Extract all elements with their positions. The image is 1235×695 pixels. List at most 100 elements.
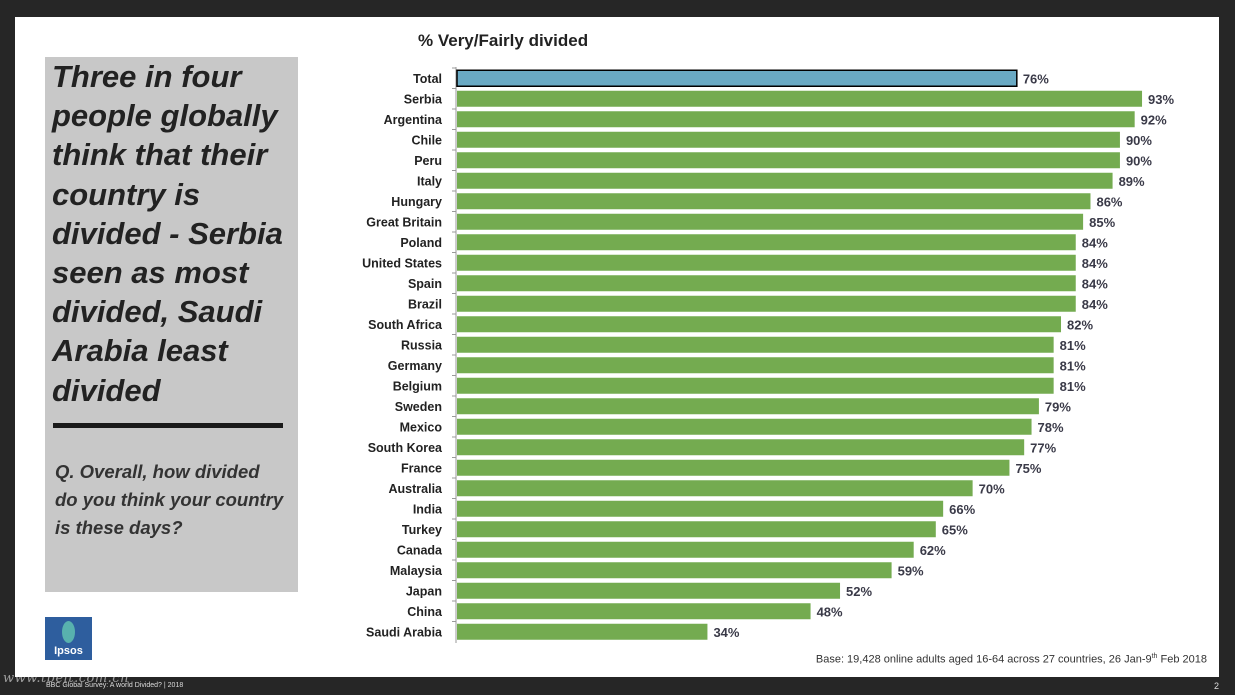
summary-panel: Three in four people globally think that… [45,57,298,592]
country-bar [457,562,892,579]
country-bar [457,623,708,640]
country-bar [457,275,1076,292]
country-bar [457,172,1113,189]
value-label: 86% [1096,194,1122,209]
country-bar [457,131,1120,148]
value-label: 90% [1126,133,1152,148]
category-label: Saudi Arabia [366,625,443,639]
divider-rule [53,423,283,428]
category-label: Argentina [384,113,443,127]
category-label: France [401,461,442,475]
footer-caption: BBC Global Survey: A world Divided? | 20… [46,682,184,689]
country-bar [457,111,1135,128]
category-label: Belgium [393,379,442,393]
country-bar [457,295,1076,312]
country-bar [457,521,936,538]
value-label: 59% [898,563,924,578]
category-label: India [413,502,443,516]
base-note: Base: 19,428 online adults aged 16-64 ac… [816,653,1207,666]
category-label: United States [362,256,442,270]
category-label: China [407,605,443,619]
country-bar [457,541,914,558]
value-label: 52% [846,584,872,599]
category-label: Great Britain [366,215,442,229]
category-label: Poland [400,236,442,250]
base-note-superscript: th [1151,653,1158,660]
value-label: 81% [1060,358,1086,373]
base-note-text: Base: 19,428 online adults aged 16-64 ac… [815,653,1152,666]
category-label: Mexico [400,420,443,434]
chart-title: % Very/Fairly divided [418,31,589,50]
value-label: 48% [817,604,843,619]
country-bar [457,336,1054,353]
country-bar [457,234,1076,251]
category-label: Australia [389,482,444,496]
logo-mark-icon [62,621,75,643]
category-label: Total [413,72,442,86]
value-label: 93% [1148,92,1174,107]
value-label: 84% [1082,297,1108,312]
watermark: www.tbelt.com.cn [3,671,129,686]
value-label: 77% [1030,440,1056,455]
country-bar [457,480,973,497]
country-bar [457,213,1084,230]
category-label: South Korea [368,441,443,455]
country-bar [457,357,1054,374]
value-label: 82% [1067,317,1093,332]
value-label: 79% [1045,399,1071,414]
category-label: Japan [406,584,442,598]
category-label: Germany [388,359,442,373]
value-label: 84% [1082,256,1108,271]
value-label: 90% [1126,153,1152,168]
category-label: Sweden [395,400,442,414]
country-bar [457,418,1032,435]
country-bar [457,254,1076,271]
slide: Three in four people globally think that… [15,17,1219,677]
category-label: South Africa [368,318,443,332]
country-bar [457,582,841,599]
category-label: Spain [408,277,442,291]
category-label: Russia [401,338,443,352]
base-note-end: Feb 2018 [1157,653,1208,666]
category-label: Turkey [402,523,442,537]
country-bar [457,90,1143,107]
value-label: 84% [1082,235,1108,250]
value-label: 85% [1089,215,1115,230]
headline: Three in four people globally think that… [52,59,283,408]
country-bar [457,152,1120,169]
category-label: Peru [414,154,442,168]
value-label: 81% [1060,379,1086,394]
value-label: 84% [1082,276,1108,291]
value-label: 76% [1023,71,1049,86]
logo-text: Ipsos [54,645,83,657]
country-bar [457,603,811,620]
category-label: Serbia [404,92,443,106]
ipsos-logo: Ipsos [45,617,92,660]
survey-question: Q. Overall, how divided do you think you… [55,461,284,538]
page-number: 2 [1213,681,1219,691]
value-label: 92% [1141,112,1167,127]
country-bar [457,398,1039,415]
category-label: Italy [417,174,442,188]
value-label: 34% [713,625,739,640]
category-label: Malaysia [390,564,443,578]
category-label: Brazil [408,297,442,311]
country-bar [457,459,1010,476]
country-bar [457,500,944,517]
country-bar [457,193,1091,210]
value-label: 75% [1015,461,1041,476]
country-bar [457,439,1025,456]
value-label: 65% [942,522,968,537]
country-bar [457,316,1062,333]
value-label: 62% [920,543,946,558]
value-label: 70% [979,481,1005,496]
country-bar [457,377,1054,394]
total-bar [456,69,1018,87]
value-label: 66% [949,502,975,517]
value-label: 81% [1060,338,1086,353]
value-label: 89% [1119,174,1145,189]
category-label: Canada [397,543,443,557]
category-label: Hungary [391,195,442,209]
category-label: Chile [411,133,442,147]
bar-chart: Total 76% Serbia 93% Argentina 92% Chile 90% Per… [362,67,1174,643]
